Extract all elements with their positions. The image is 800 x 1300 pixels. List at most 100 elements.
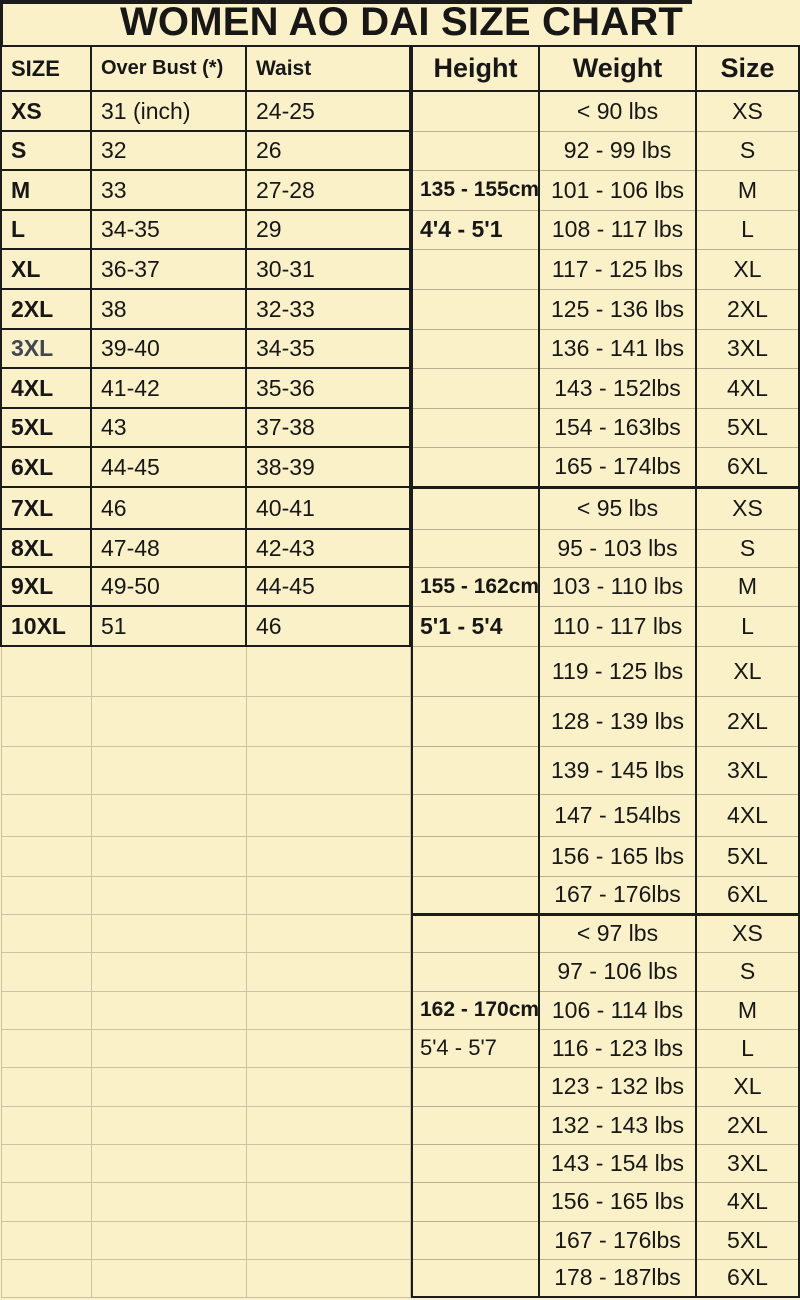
- table-row: 117 - 125 lbs XL: [412, 248, 799, 289]
- height-empty-cell: [412, 90, 539, 131]
- height-cm-cell: 135 - 155cm: [412, 169, 539, 210]
- empty-row: [0, 1220, 411, 1260]
- empty-cell: [245, 913, 411, 953]
- height-empty-cell: [412, 875, 539, 914]
- empty-cell: [245, 1220, 411, 1260]
- col-header-height: Height: [411, 45, 540, 92]
- size-cell: 2XL: [695, 1105, 799, 1144]
- size-cell: 9XL: [0, 566, 92, 607]
- empty-cell: [90, 793, 247, 837]
- height-empty-cell: [412, 745, 539, 794]
- size-cell: S: [695, 951, 799, 991]
- waist-cell: 46: [245, 605, 411, 647]
- waist-cell: 35-36: [245, 367, 411, 409]
- size-cell: 6XL: [695, 446, 799, 487]
- height-empty-cell: [412, 528, 539, 567]
- empty-cell: [245, 645, 411, 697]
- overbust-cell: 46: [90, 486, 247, 530]
- height-empty-cell: [412, 130, 539, 170]
- height-cm-cell: 162 - 170cm: [412, 990, 539, 1029]
- table-row: 147 - 154lbs 4XL: [412, 793, 799, 836]
- height-empty-cell: [412, 1258, 539, 1297]
- size-cell: XS: [695, 485, 799, 529]
- empty-cell: [90, 913, 247, 953]
- overbust-cell: 31 (inch): [90, 90, 247, 132]
- empty-cell: [90, 1220, 247, 1260]
- table-row: 125 - 136 lbs 2XL: [412, 288, 799, 329]
- weight-cell: 108 - 117 lbs: [538, 209, 696, 249]
- height-empty-cell: [412, 248, 539, 289]
- table-row: L 34-35 29: [0, 209, 411, 250]
- weight-cell: 156 - 165 lbs: [538, 1181, 696, 1221]
- empty-cell: [90, 1028, 247, 1068]
- empty-cell: [245, 1066, 411, 1107]
- table-row: 132 - 143 lbs 2XL: [412, 1105, 799, 1144]
- table-row: 128 - 139 lbs 2XL: [412, 695, 799, 746]
- table-row: 5XL 43 37-38: [0, 407, 411, 448]
- table-row: XS 31 (inch) 24-25: [0, 90, 411, 132]
- col-header-size: SIZE: [0, 45, 92, 92]
- size-cell: S: [0, 130, 92, 171]
- overbust-cell: 43: [90, 407, 247, 448]
- waist-cell: 29: [245, 209, 411, 250]
- weight-cell: 97 - 106 lbs: [538, 951, 696, 991]
- waist-cell: 27-28: [245, 169, 411, 211]
- size-cell: XL: [695, 645, 799, 696]
- weight-cell: 110 - 117 lbs: [538, 605, 696, 646]
- size-cell: 3XL: [695, 1143, 799, 1182]
- table-row: S 32 26: [0, 130, 411, 171]
- size-cell: 6XL: [695, 875, 799, 914]
- empty-cell: [245, 1105, 411, 1145]
- empty-cell: [0, 913, 92, 953]
- weight-cell: 101 - 106 lbs: [538, 169, 696, 210]
- table-row: 143 - 154 lbs 3XL: [412, 1143, 799, 1182]
- empty-cell: [90, 1143, 247, 1183]
- weight-cell: 165 - 174lbs: [538, 446, 696, 487]
- empty-cell: [90, 745, 247, 795]
- table-row: 155 - 162cm 103 - 110 lbs M: [412, 566, 799, 606]
- empty-row: [0, 1258, 411, 1298]
- table-row: 5'1 - 5'4 110 - 117 lbs L: [412, 605, 799, 646]
- table-row: 9XL 49-50 44-45: [0, 566, 411, 607]
- height-ft-cell: 5'1 - 5'4: [412, 605, 539, 646]
- size-cell: M: [0, 169, 92, 211]
- weight-cell: 117 - 125 lbs: [538, 248, 696, 289]
- overbust-cell: 32: [90, 130, 247, 171]
- empty-cell: [245, 990, 411, 1030]
- height-empty-cell: [412, 288, 539, 329]
- empty-cell: [245, 1028, 411, 1068]
- table-row: < 97 lbs XS: [412, 912, 799, 952]
- height-empty-cell: [412, 912, 539, 952]
- empty-cell: [0, 875, 92, 915]
- empty-cell: [245, 745, 411, 795]
- empty-cell: [245, 1258, 411, 1298]
- height-empty-cell: [412, 645, 539, 696]
- table-row: 178 - 187lbs 6XL: [412, 1258, 799, 1297]
- size-cell: M: [695, 990, 799, 1029]
- table-row: 6XL 44-45 38-39: [0, 446, 411, 488]
- weight-cell: 132 - 143 lbs: [538, 1105, 696, 1144]
- empty-cell: [0, 1105, 92, 1145]
- weight-cell: 167 - 176lbs: [538, 875, 696, 914]
- table-row: 154 - 163lbs 5XL: [412, 407, 799, 447]
- empty-cell: [0, 1181, 92, 1222]
- size-cell: XL: [0, 248, 92, 290]
- empty-cell: [90, 951, 247, 992]
- table-row: 136 - 141 lbs 3XL: [412, 328, 799, 368]
- table-row: 2XL 38 32-33: [0, 288, 411, 330]
- size-cell: M: [695, 169, 799, 210]
- empty-row: [0, 645, 411, 697]
- page-title: WOMEN AO DAI SIZE CHART: [0, 0, 800, 45]
- weight-cell: 123 - 132 lbs: [538, 1066, 696, 1106]
- height-empty-cell: [412, 1220, 539, 1259]
- weight-cell: < 97 lbs: [538, 912, 696, 952]
- table-header-row: SIZE Over Bust (*) Waist: [0, 45, 411, 92]
- overbust-cell: 33: [90, 169, 247, 211]
- empty-cell: [90, 695, 247, 747]
- size-cell: 8XL: [0, 528, 92, 568]
- table-row: 97 - 106 lbs S: [412, 951, 799, 991]
- empty-row: [0, 1028, 411, 1068]
- col-header-size: Size: [695, 45, 800, 92]
- waist-cell: 44-45: [245, 566, 411, 607]
- table-row: 156 - 165 lbs 5XL: [412, 835, 799, 876]
